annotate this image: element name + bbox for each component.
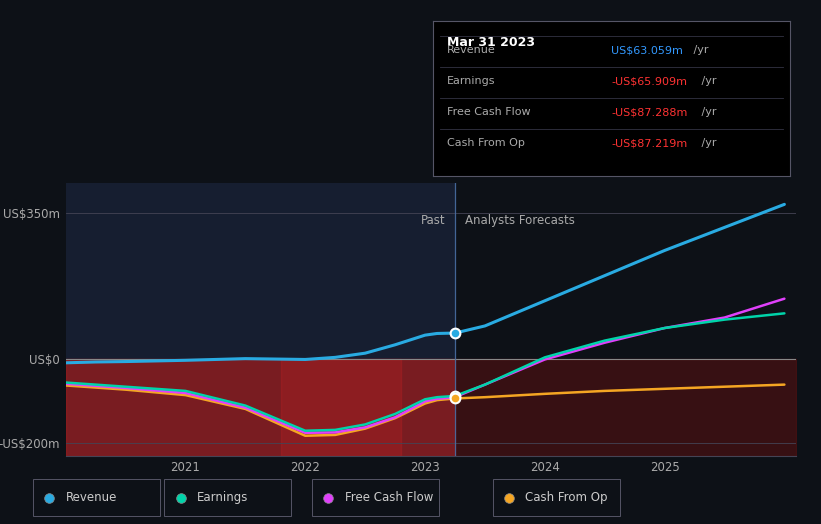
Text: -US$65.909m: -US$65.909m <box>612 77 687 86</box>
Text: Free Cash Flow: Free Cash Flow <box>345 492 433 504</box>
Text: Revenue: Revenue <box>66 492 117 504</box>
Text: Earnings: Earnings <box>197 492 249 504</box>
Text: -US$87.219m: -US$87.219m <box>612 138 687 148</box>
Text: -US$87.288m: -US$87.288m <box>612 107 688 117</box>
Text: Past: Past <box>421 214 446 226</box>
Text: Analysts Forecasts: Analysts Forecasts <box>465 214 575 226</box>
Text: Revenue: Revenue <box>447 46 496 56</box>
Text: /yr: /yr <box>690 46 709 56</box>
Text: US$63.059m: US$63.059m <box>612 46 683 56</box>
Text: Cash From Op: Cash From Op <box>525 492 608 504</box>
Text: Mar 31 2023: Mar 31 2023 <box>447 37 535 49</box>
Text: /yr: /yr <box>698 138 716 148</box>
Text: Earnings: Earnings <box>447 77 495 86</box>
Text: Free Cash Flow: Free Cash Flow <box>447 107 530 117</box>
Text: /yr: /yr <box>698 107 716 117</box>
Text: Cash From Op: Cash From Op <box>447 138 525 148</box>
Text: /yr: /yr <box>698 77 716 86</box>
Bar <box>66 183 455 456</box>
